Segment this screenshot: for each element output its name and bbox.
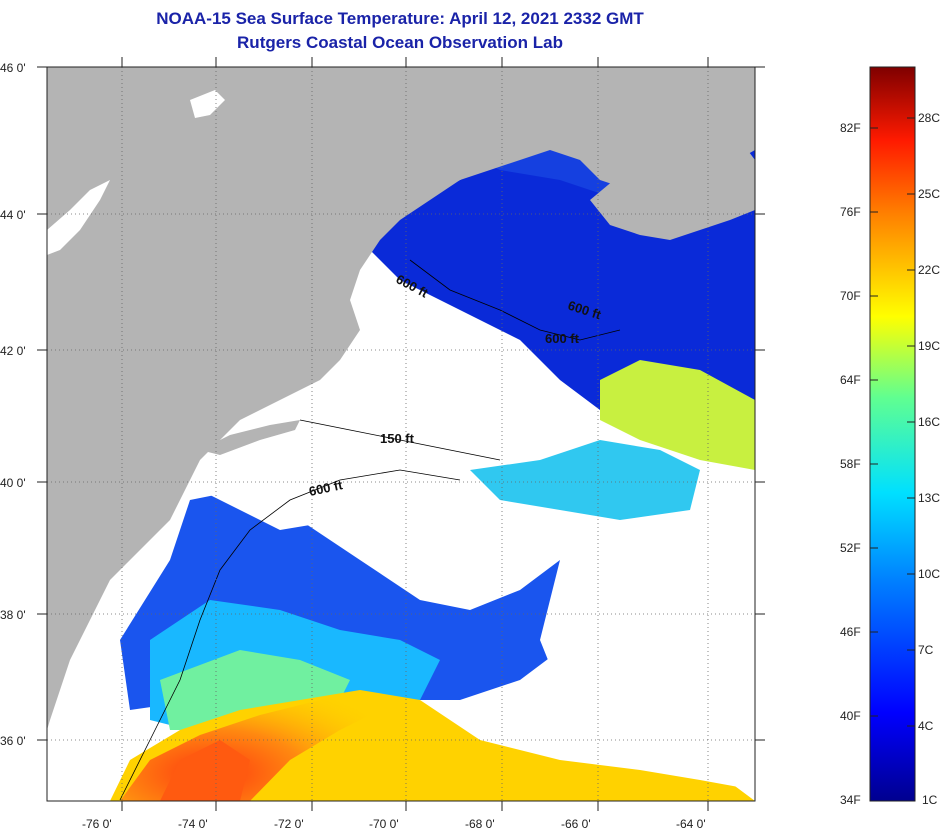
cb-c-22: 22C <box>918 263 941 277</box>
cb-c-4: 4C <box>918 719 934 733</box>
lon-label-74: -74 0' <box>178 817 208 831</box>
cloud-offshore <box>540 530 755 801</box>
land-cloud-2 <box>190 90 225 118</box>
map-frame <box>46 66 756 802</box>
cb-c-1: 1C <box>922 793 938 807</box>
cb-f-70: 70F <box>840 289 861 303</box>
slope-cyan-east <box>470 440 700 520</box>
lon-label-70: -70 0' <box>369 817 399 831</box>
long-island <box>200 420 300 455</box>
cb-f-58: 58F <box>840 457 861 471</box>
cb-c-7: 7C <box>918 643 934 657</box>
nova-scotia <box>590 140 755 240</box>
lon-label-72: -72 0' <box>274 817 304 831</box>
cb-f-76: 76F <box>840 205 861 219</box>
warm-filament <box>160 740 250 801</box>
lon-label-76: -76 0' <box>82 817 112 831</box>
cb-c-28: 28C <box>918 111 941 125</box>
lat-label-44: 44 0' <box>0 208 26 222</box>
map-area <box>47 67 755 801</box>
contour-line-150ft <box>299 419 501 461</box>
contour-label-600ft-c: 600 ft <box>545 331 580 346</box>
lat-axis <box>37 66 765 741</box>
lon-label-68: -68 0' <box>465 817 495 831</box>
cb-f-40: 40F <box>840 709 861 723</box>
lon-label-66: -66 0' <box>561 817 591 831</box>
contour-label-600ft-d: 600 ft <box>308 477 345 499</box>
cloud-shelf <box>200 340 560 530</box>
lon-label-64: -64 0' <box>676 817 706 831</box>
colorbar-ticks <box>870 117 915 727</box>
slope-warm-east <box>600 360 755 470</box>
lat-label-42: 42 0' <box>0 344 26 358</box>
lat-label-40: 40 0' <box>0 476 26 490</box>
land-cloud <box>47 180 110 255</box>
cb-c-10: 10C <box>918 567 941 581</box>
map-title: NOAA-15 Sea Surface Temperature: April 1… <box>156 9 644 28</box>
cb-f-52: 52F <box>840 541 861 555</box>
cb-f-34: 34F <box>840 793 861 807</box>
lat-label-38: 38 0' <box>0 608 26 622</box>
contour-line-600ft <box>409 259 621 341</box>
cb-f-82: 82F <box>840 121 861 135</box>
contour-line-shelf <box>119 469 461 801</box>
map-subtitle: Rutgers Coastal Ocean Observation Lab <box>237 33 563 52</box>
cb-c-13: 13C <box>918 491 941 505</box>
lon-axis <box>121 57 709 811</box>
cb-f-64: 64F <box>840 373 861 387</box>
lat-label-46: 46 0' <box>0 61 26 75</box>
cb-c-19: 19C <box>918 339 941 353</box>
colorbar <box>869 66 916 802</box>
contour-label-150ft: 150 ft <box>380 431 415 446</box>
land-mass <box>47 67 755 730</box>
cb-c-16: 16C <box>918 415 941 429</box>
cb-c-25: 25C <box>918 187 941 201</box>
cb-f-46: 46F <box>840 625 861 639</box>
lat-label-36: 36 0' <box>0 734 26 748</box>
